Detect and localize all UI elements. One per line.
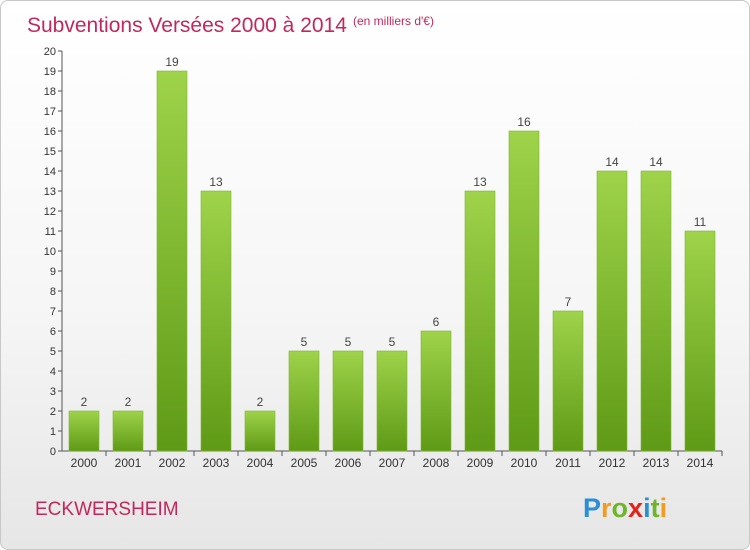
data-label-2004: 2 <box>257 395 264 409</box>
x-tick-label-2000: 2000 <box>71 456 98 470</box>
data-label-2003: 13 <box>209 175 223 189</box>
x-tick-label-2007: 2007 <box>379 456 406 470</box>
logo-letter: t <box>651 493 660 523</box>
data-label-2012: 14 <box>605 155 619 169</box>
data-label-2002: 19 <box>165 55 179 69</box>
bar-2005 <box>288 350 320 452</box>
bar-2004 <box>244 410 276 452</box>
x-tick-label-2003: 2003 <box>203 456 230 470</box>
bar-2000 <box>68 410 100 452</box>
logo-letter: i <box>643 493 651 523</box>
y-tick-label: 0 <box>50 446 56 458</box>
y-tick-label: 4 <box>50 366 56 378</box>
data-label-2011: 7 <box>565 295 572 309</box>
bar-2014 <box>684 230 716 452</box>
logo-letter: i <box>660 493 668 523</box>
y-tick-label: 1 <box>50 426 56 438</box>
x-tick-label-2013: 2013 <box>643 456 670 470</box>
bar-2010 <box>508 130 540 452</box>
y-tick-label: 18 <box>44 86 56 98</box>
bar-2009 <box>464 190 496 452</box>
data-label-2000: 2 <box>81 395 88 409</box>
y-tick-label: 2 <box>50 406 56 418</box>
bar-2002 <box>156 70 188 452</box>
logo-letter: P <box>583 493 601 523</box>
bars: 2 2 19 13 2 5 5 5 6 13 16 7 14 14 11 <box>68 55 716 452</box>
y-tick-label: 3 <box>50 386 56 398</box>
y-tick-label: 9 <box>50 266 56 278</box>
data-label-2013: 14 <box>649 155 663 169</box>
x-tick-label-2014: 2014 <box>687 456 714 470</box>
x-tick-label-2001: 2001 <box>115 456 142 470</box>
bar-2012 <box>596 170 628 452</box>
logo-letter: x <box>628 493 643 523</box>
data-label-2007: 5 <box>389 335 396 349</box>
bar-2013 <box>640 170 672 452</box>
y-tick-label: 20 <box>44 46 56 58</box>
data-label-2006: 5 <box>345 335 352 349</box>
y-tick-label: 16 <box>44 126 56 138</box>
unit-label: (en milliers d'€) <box>353 14 434 28</box>
bar-2008 <box>420 330 452 452</box>
y-tick-label: 10 <box>44 246 56 258</box>
chart-title: Subventions Versées 2000 à 2014 <box>27 14 347 37</box>
bar-2007 <box>376 350 408 452</box>
data-label-2009: 13 <box>473 175 487 189</box>
bar-2001 <box>112 410 144 452</box>
bar-2006 <box>332 350 364 452</box>
y-tick-label: 14 <box>44 166 56 178</box>
x-tick-label-2012: 2012 <box>599 456 626 470</box>
x-tick-label-2006: 2006 <box>335 456 362 470</box>
data-label-2001: 2 <box>125 395 132 409</box>
y-tick-label: 12 <box>44 206 56 218</box>
proxiti-logo: Proxiti <box>583 493 667 523</box>
x-tick-label-2010: 2010 <box>511 456 538 470</box>
y-tick-label: 7 <box>50 306 56 318</box>
y-tick-label: 19 <box>44 66 56 78</box>
data-label-2014: 11 <box>694 215 707 229</box>
x-tick-label-2008: 2008 <box>423 456 450 470</box>
x-tick-label-2004: 2004 <box>247 456 274 470</box>
data-label-2005: 5 <box>301 335 308 349</box>
x-tick-label-2005: 2005 <box>291 456 318 470</box>
x-tick-label-2011: 2011 <box>555 456 581 470</box>
y-tick-label: 6 <box>50 326 56 338</box>
x-tick-label-2009: 2009 <box>467 456 494 470</box>
y-tick-label: 11 <box>45 226 56 238</box>
bar-2003 <box>200 190 232 452</box>
x-tick-label-2002: 2002 <box>159 456 186 470</box>
y-tick-label: 13 <box>44 186 56 198</box>
bar-2011 <box>552 310 584 452</box>
y-tick-label: 8 <box>50 286 56 298</box>
y-tick-label: 5 <box>50 346 56 358</box>
data-label-2010: 16 <box>517 115 531 129</box>
logo-letter: r <box>601 493 612 523</box>
logo-letter: o <box>612 493 629 523</box>
data-label-2008: 6 <box>433 315 440 329</box>
y-tick-label: 15 <box>44 146 56 158</box>
y-tick-label: 17 <box>44 106 56 118</box>
commune-name: ECKWERSHEIM <box>35 499 179 520</box>
